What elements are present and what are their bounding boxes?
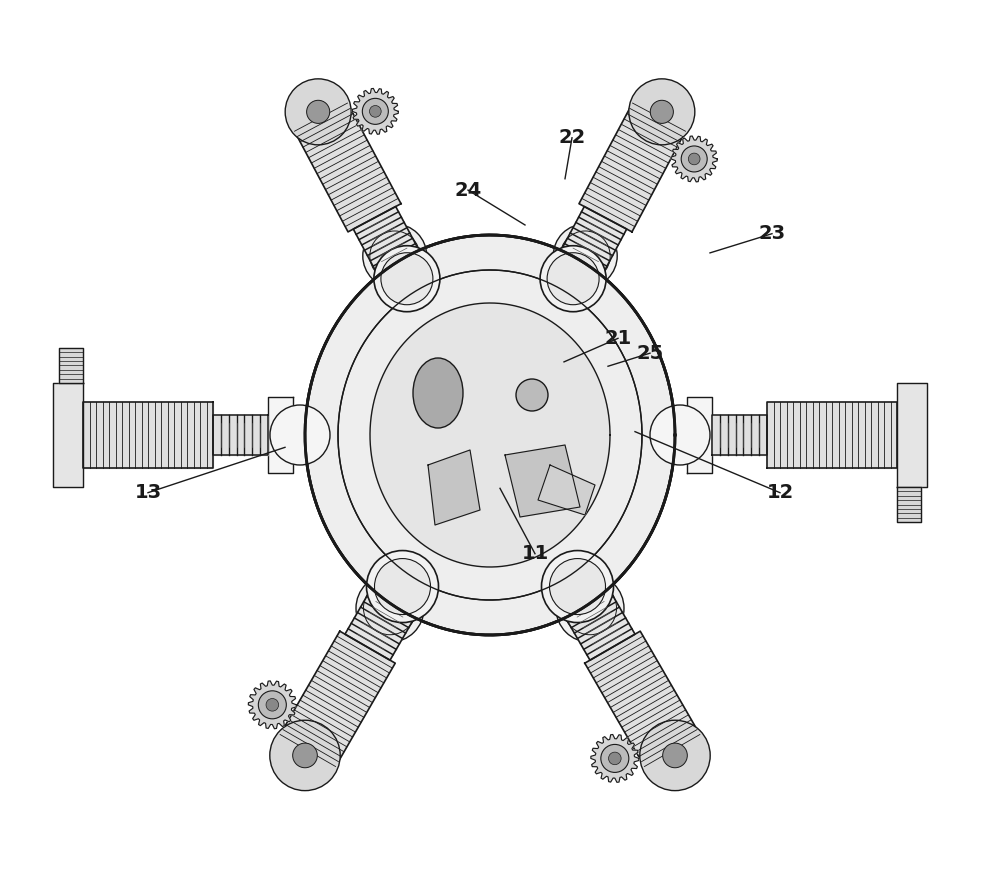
Circle shape [362,99,388,125]
Circle shape [560,231,610,281]
Polygon shape [248,681,296,729]
Circle shape [370,231,420,281]
Circle shape [688,153,700,165]
Polygon shape [712,415,767,455]
Circle shape [681,146,707,172]
Circle shape [547,253,599,304]
Circle shape [563,582,617,635]
Circle shape [270,720,340,791]
Polygon shape [505,445,580,517]
Polygon shape [345,591,415,660]
Circle shape [650,100,673,124]
Circle shape [367,550,439,623]
Circle shape [540,246,606,311]
Circle shape [556,574,624,642]
Text: 13: 13 [134,483,162,502]
Circle shape [363,582,417,635]
Circle shape [609,753,621,765]
Polygon shape [292,98,401,232]
Circle shape [629,78,695,145]
Circle shape [374,559,431,615]
Circle shape [307,100,330,124]
Text: 21: 21 [604,329,632,348]
Polygon shape [671,136,717,182]
Polygon shape [897,383,927,487]
Polygon shape [767,402,897,468]
Polygon shape [370,303,610,567]
Circle shape [542,550,614,623]
Polygon shape [352,88,398,134]
Text: 23: 23 [758,224,786,243]
Circle shape [374,246,440,311]
Circle shape [601,745,629,773]
Text: 22: 22 [558,128,586,147]
Polygon shape [428,450,480,525]
Circle shape [381,253,433,304]
Polygon shape [353,207,418,271]
Circle shape [270,405,330,465]
Circle shape [266,698,279,711]
Ellipse shape [413,358,463,428]
Polygon shape [268,397,293,473]
Text: 25: 25 [636,344,664,363]
Polygon shape [687,397,712,473]
Circle shape [650,405,710,465]
Polygon shape [53,383,83,487]
Circle shape [293,743,317,767]
Polygon shape [538,465,595,515]
Circle shape [550,559,606,615]
Circle shape [553,224,617,288]
Circle shape [369,106,381,117]
Circle shape [356,574,424,642]
Polygon shape [585,631,703,772]
Polygon shape [579,98,688,232]
Circle shape [640,720,710,791]
Polygon shape [277,631,395,772]
Polygon shape [562,207,627,271]
Polygon shape [305,235,675,635]
Circle shape [258,691,286,719]
Polygon shape [213,415,268,455]
Polygon shape [897,487,921,522]
Circle shape [363,224,427,288]
Circle shape [285,78,351,145]
Polygon shape [591,734,639,782]
Polygon shape [565,591,635,660]
Text: 24: 24 [454,181,482,200]
Circle shape [663,743,687,767]
Polygon shape [59,348,83,383]
Polygon shape [83,402,213,468]
Text: 11: 11 [521,544,549,563]
Text: 12: 12 [766,483,794,502]
Ellipse shape [516,379,548,411]
